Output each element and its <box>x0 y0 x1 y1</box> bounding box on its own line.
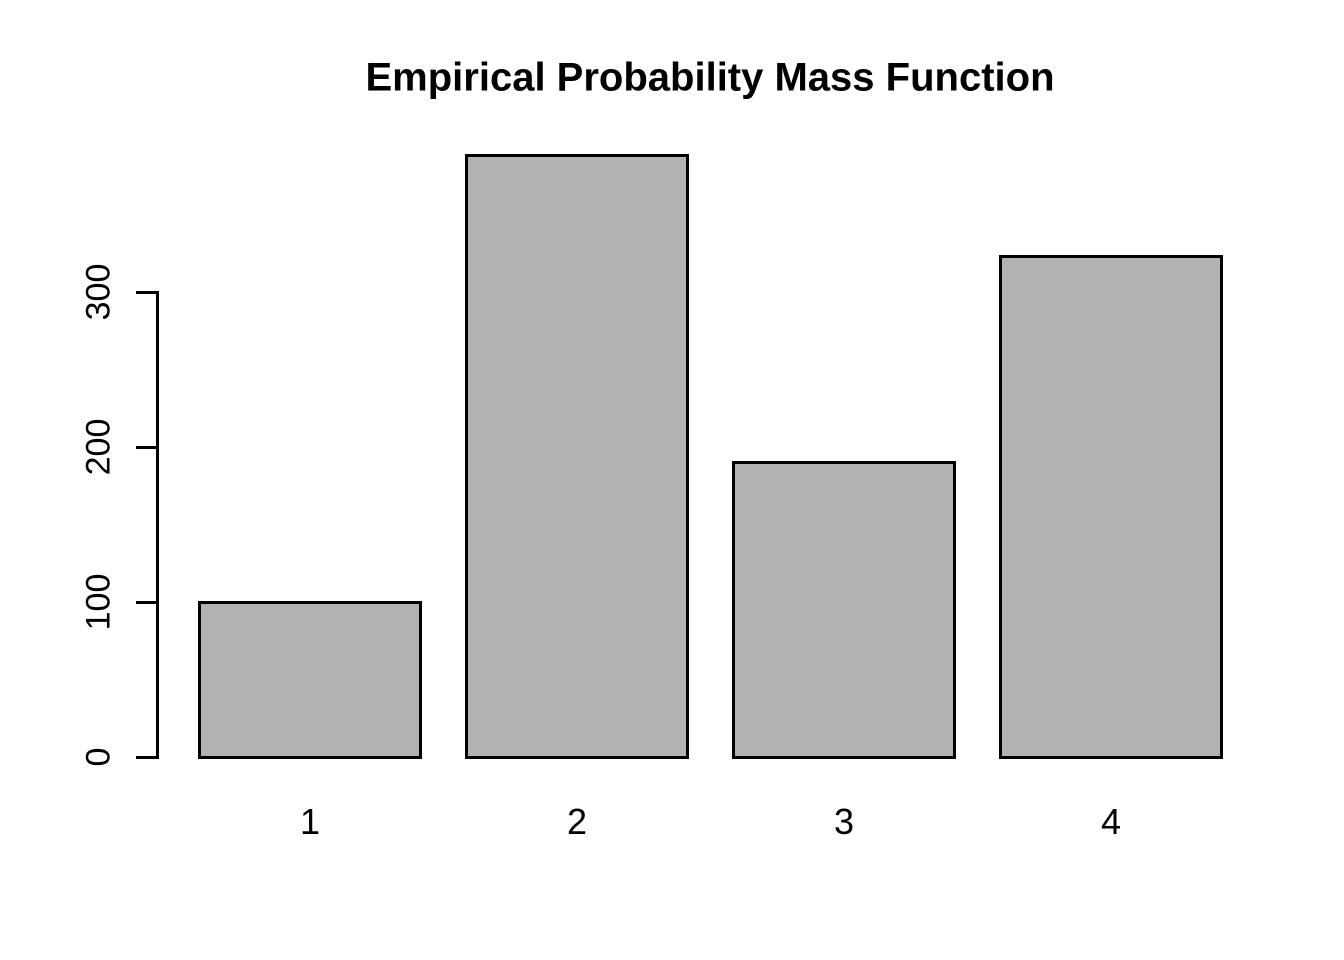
x-axis-tick-label: 1 <box>299 801 321 842</box>
bar <box>732 461 956 759</box>
y-axis-line <box>156 291 159 759</box>
y-axis-tick <box>136 601 158 604</box>
y-axis-tick-label: 300 <box>79 263 118 321</box>
x-axis-tick-label: 4 <box>1100 801 1122 842</box>
x-axis-tick-label: 2 <box>566 801 588 842</box>
y-axis-tick-label: 200 <box>79 418 118 476</box>
bar <box>198 601 422 759</box>
y-axis-tick-label: 100 <box>79 573 118 631</box>
y-axis-tick <box>136 446 158 449</box>
y-axis-tick-label: 0 <box>79 747 118 767</box>
x-axis-tick-label: 3 <box>833 801 855 842</box>
y-axis-tick <box>136 756 158 759</box>
chart-title: Empirical Probability Mass Function <box>365 55 1055 100</box>
y-axis-tick <box>136 291 158 294</box>
bar <box>999 255 1223 759</box>
bar <box>465 154 689 759</box>
